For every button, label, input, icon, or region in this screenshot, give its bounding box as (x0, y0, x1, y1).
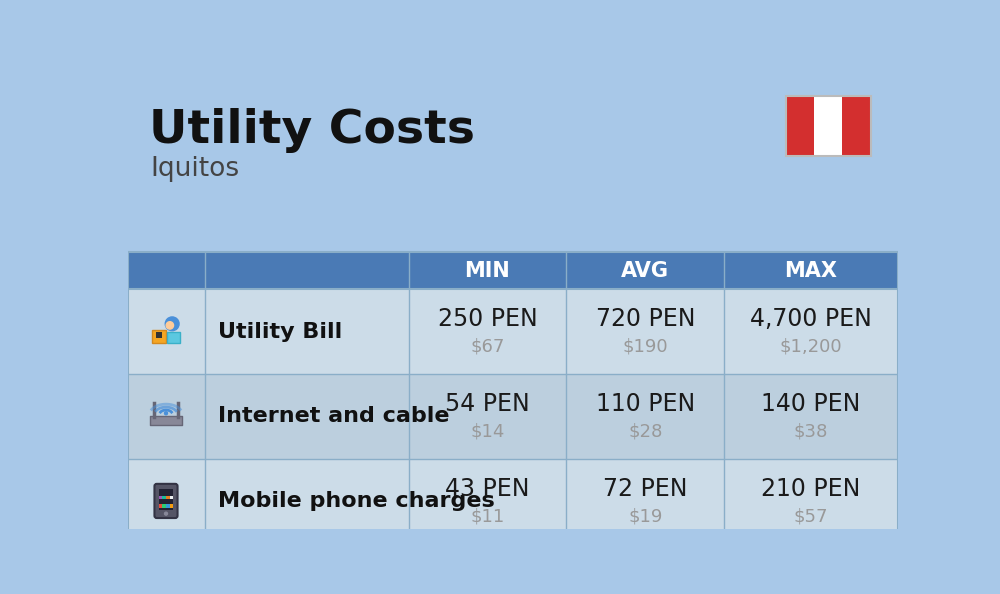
Bar (128, 374, 898, 459)
Text: Utility Bill: Utility Bill (218, 321, 343, 342)
Text: $14: $14 (470, 423, 505, 441)
FancyBboxPatch shape (154, 484, 178, 518)
Bar (128, 252, 898, 544)
Text: $19: $19 (628, 507, 663, 525)
Text: AVG: AVG (621, 261, 669, 281)
Bar (814, 96, 842, 156)
Bar (167, 331, 180, 343)
Text: 110 PEN: 110 PEN (596, 392, 695, 416)
Bar (128, 252, 898, 289)
Text: 54 PEN: 54 PEN (445, 392, 530, 416)
Bar (170, 495, 173, 499)
Text: 43 PEN: 43 PEN (445, 476, 530, 501)
Text: 72 PEN: 72 PEN (603, 476, 688, 501)
Bar (150, 416, 182, 425)
Text: 250 PEN: 250 PEN (438, 307, 537, 331)
Bar (128, 289, 898, 374)
Bar (156, 331, 162, 338)
Circle shape (165, 512, 167, 515)
Text: 210 PEN: 210 PEN (761, 476, 861, 501)
Text: 4,700 PEN: 4,700 PEN (750, 307, 872, 331)
Circle shape (165, 317, 179, 331)
Bar (128, 459, 898, 544)
Text: MAX: MAX (784, 261, 837, 281)
Bar (786, 96, 814, 156)
Text: $190: $190 (623, 338, 668, 356)
Text: Utility Costs: Utility Costs (149, 108, 475, 153)
Text: $1,200: $1,200 (780, 338, 842, 356)
Text: Internet and cable: Internet and cable (218, 406, 450, 426)
Circle shape (165, 412, 167, 415)
Bar (159, 489, 173, 510)
Circle shape (166, 322, 174, 329)
Bar (166, 504, 170, 508)
Bar (786, 96, 871, 156)
Text: $38: $38 (794, 423, 828, 441)
Bar (170, 504, 173, 508)
Text: 140 PEN: 140 PEN (761, 392, 861, 416)
Bar (159, 495, 162, 499)
Bar (162, 495, 166, 499)
Text: $11: $11 (470, 507, 505, 525)
Text: $57: $57 (794, 507, 828, 525)
Text: 720 PEN: 720 PEN (596, 307, 695, 331)
Text: $28: $28 (628, 423, 663, 441)
Bar (842, 96, 871, 156)
Text: Mobile phone charges: Mobile phone charges (218, 491, 495, 511)
Bar (159, 504, 162, 508)
Bar (152, 330, 166, 343)
Text: MIN: MIN (465, 261, 510, 281)
Text: $67: $67 (470, 338, 505, 356)
Bar (162, 504, 166, 508)
Text: Iquitos: Iquitos (151, 156, 240, 182)
Bar (166, 495, 170, 499)
